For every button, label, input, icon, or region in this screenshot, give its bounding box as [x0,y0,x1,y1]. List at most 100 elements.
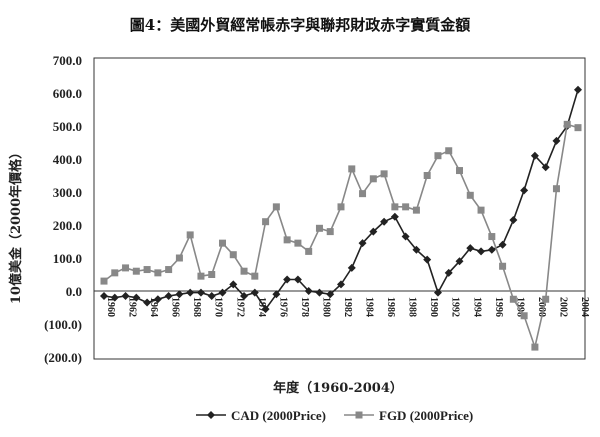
data-point [219,239,226,247]
data-point [509,295,517,303]
data-point [541,163,550,172]
data-point [380,217,389,226]
data-point [477,206,485,214]
data-point [315,288,324,297]
data-point [294,239,302,247]
data-point [487,245,496,254]
data-point [530,151,539,160]
data-point [509,216,518,225]
data-point [412,206,420,214]
y-tick-label: 200.0 [53,218,82,233]
data-point [423,172,431,179]
data-point [196,288,205,297]
data-point [283,275,292,284]
y-tick-label: (100.0) [44,317,82,332]
data-point [272,203,280,211]
data-point [122,264,130,272]
data-point [531,343,539,351]
data-point [433,288,442,297]
data-point [240,267,248,275]
series-layer [100,85,582,351]
data-point [250,288,259,297]
series-fgd [100,120,582,351]
data-point [305,247,313,255]
data-point [488,233,496,241]
data-point [100,277,108,285]
data-point [143,298,152,307]
data-point [369,227,378,236]
data-point [132,293,141,302]
y-tick-label: 300.0 [53,185,82,200]
data-point [207,291,216,300]
data-point [154,269,162,277]
legend-label: CAD (2000Price) [231,408,326,423]
data-point [208,271,216,278]
y-tick-label: 400.0 [53,152,82,167]
y-tick-label: 700.0 [53,53,82,68]
data-point [369,175,377,183]
y-tick-label: 600.0 [53,86,82,101]
x-tick-label: 1964 [148,297,159,317]
data-point [165,266,173,274]
data-point [293,275,302,284]
data-point [153,295,162,304]
data-point [337,203,345,211]
data-point [456,167,463,175]
data-point [347,263,356,272]
data-point [100,291,108,300]
data-point [326,228,334,236]
x-tick-label: 1968 [191,297,202,317]
y-axis-label: 10億美金（2000年價格） [8,146,24,304]
data-point [380,170,388,178]
data-point [261,305,270,314]
x-tick-label: 2002 [557,297,568,317]
y-tick-label: 100.0 [53,251,82,266]
data-point [315,224,323,232]
data-point [175,290,184,299]
data-point [445,147,453,155]
data-point [337,280,345,289]
data-point [477,247,486,256]
data-point [574,85,582,94]
x-tick-label: 1976 [277,297,288,317]
x-tick-label: 1970 [213,297,224,317]
data-point [111,269,119,277]
data-point [412,245,421,254]
x-tick-label: 1996 [493,297,504,317]
x-tick-label: 1982 [342,297,353,317]
data-point [326,290,335,299]
x-axis-label: 年度（1960-2004） [273,380,403,396]
legend-item: FGD (2000Price) [344,408,473,423]
data-point [218,288,227,297]
data-point [197,272,205,280]
data-point [574,124,582,132]
data-point [563,120,571,128]
y-tick-label: 0.0 [66,284,82,299]
data-point [186,288,195,297]
data-point [520,186,529,195]
legend-marker [355,411,363,419]
data-point [262,218,270,226]
data-point [401,232,410,241]
data-point [110,293,119,302]
x-tick-label: 1984 [364,297,375,317]
data-point [391,203,399,211]
x-tick-label: 1960 [105,297,116,317]
x-tick-label: 1972 [234,297,245,317]
x-tick-label: 1966 [170,297,181,317]
data-point [520,312,528,320]
data-point [390,212,399,221]
data-point [542,295,550,303]
data-point [348,165,356,173]
data-point [251,272,259,280]
data-point [423,255,432,264]
x-tick-label: 1962 [127,297,138,317]
data-point [186,231,194,239]
data-point [132,267,140,275]
y-tick-label: 500.0 [53,119,82,134]
data-point [283,236,291,244]
x-tick-label: 1986 [385,297,396,317]
x-tick-label: 2000 [536,297,547,317]
